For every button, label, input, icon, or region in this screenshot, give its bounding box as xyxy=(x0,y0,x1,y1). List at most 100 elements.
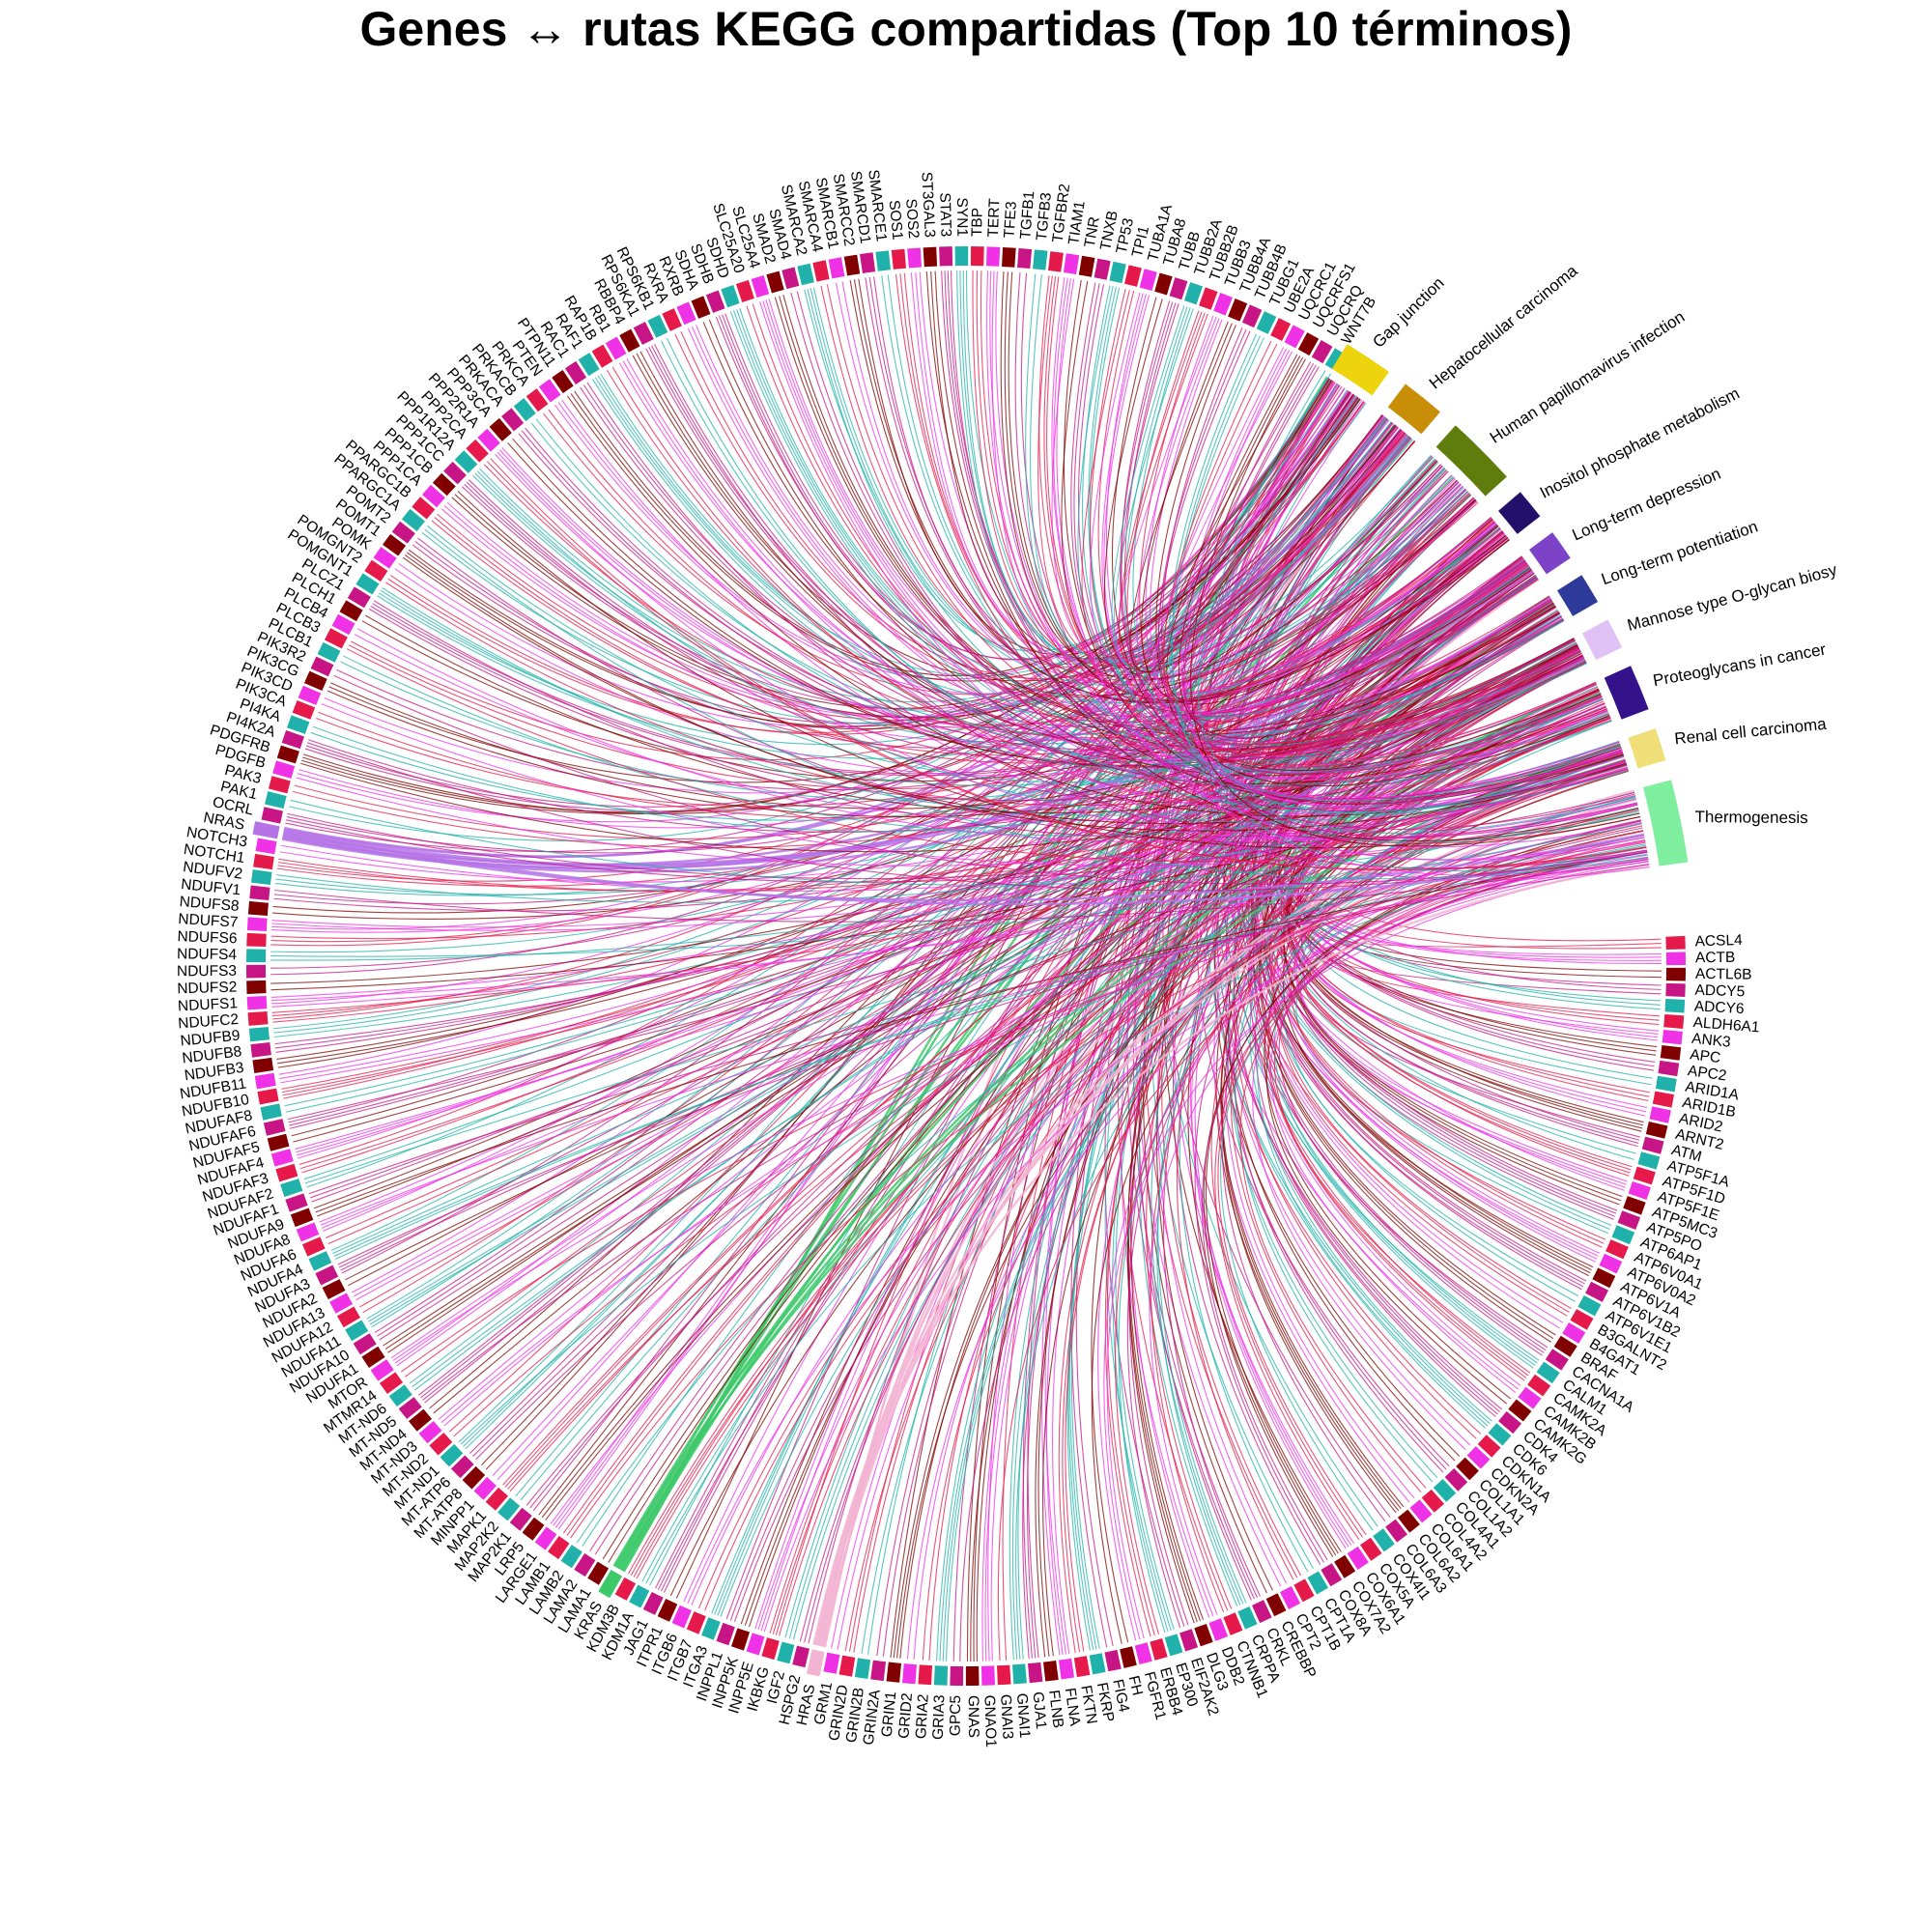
gene-sector xyxy=(1518,1386,1542,1409)
chord-link xyxy=(274,615,1563,1049)
chord-link xyxy=(790,293,1624,805)
chord-link xyxy=(817,864,1650,1646)
gene-sector xyxy=(265,791,287,809)
gene-sector xyxy=(662,308,682,331)
gene-sector xyxy=(552,369,574,394)
chord-link xyxy=(779,296,1560,735)
chord-link xyxy=(1149,319,1620,801)
gene-sector xyxy=(252,821,280,839)
pathway-sector xyxy=(1643,780,1689,867)
chord-link xyxy=(1118,313,1383,668)
pathway-label: Proteoglycans in cancer xyxy=(1652,639,1828,690)
gene-sector xyxy=(828,257,845,279)
chord-link xyxy=(518,433,1523,736)
pathway-sector xyxy=(1628,727,1666,769)
gene-sector xyxy=(466,439,489,463)
gene-sector xyxy=(1280,1586,1301,1609)
gene-sector xyxy=(1311,340,1333,364)
chord-link xyxy=(1290,643,1658,1048)
gene-sector xyxy=(440,1443,464,1467)
chord-link xyxy=(308,638,1575,833)
chord-link xyxy=(287,760,1627,880)
gene-sector xyxy=(534,1526,557,1550)
chord-link xyxy=(1015,741,1620,1660)
gene-sector xyxy=(1553,1335,1577,1357)
chord-link xyxy=(941,270,1623,803)
gene-sector xyxy=(642,1591,664,1615)
gene-sector xyxy=(1012,1663,1027,1685)
chord-link xyxy=(320,858,1649,1226)
gene-sector xyxy=(443,461,467,485)
gene-label: TERT xyxy=(985,198,1004,238)
gene-sector xyxy=(1033,249,1048,270)
gene-sector xyxy=(401,508,425,531)
chord-link xyxy=(1235,698,1604,1483)
pathway-sector xyxy=(1581,619,1623,661)
chord-link xyxy=(930,270,1383,660)
chord-link xyxy=(944,270,1621,800)
chord-link xyxy=(490,458,1647,871)
chord-link xyxy=(641,697,1604,1582)
gene-sector xyxy=(347,586,371,609)
chord-link xyxy=(281,605,1556,1090)
gene-sector xyxy=(1385,1519,1407,1543)
chord-link xyxy=(934,270,1640,841)
gene-sector xyxy=(322,1279,346,1300)
chord-link xyxy=(1103,295,1527,715)
chord-link xyxy=(312,657,1585,833)
gene-sector xyxy=(1284,325,1305,349)
gene-sector xyxy=(329,1293,354,1314)
gene-sector xyxy=(875,250,892,271)
gene-sector xyxy=(605,336,627,360)
gene-label: ADCY5 xyxy=(1694,982,1745,1001)
gene-sector xyxy=(296,1222,320,1242)
chord-link xyxy=(768,298,1532,718)
chord-link xyxy=(424,528,1649,880)
gene-sector xyxy=(317,641,341,663)
pathway-sector xyxy=(1557,575,1599,616)
chord-link xyxy=(759,301,1650,881)
gene-sector xyxy=(657,1599,678,1622)
gene-sector xyxy=(485,1487,508,1511)
pathway-sector-track xyxy=(1331,344,1689,867)
gene-label: NDUFC2 xyxy=(178,1011,240,1033)
gene-label: SOS2 xyxy=(902,198,922,239)
gene-label: APC2 xyxy=(1687,1063,1728,1085)
chord-link xyxy=(1180,348,1623,808)
chord-link xyxy=(951,270,1498,696)
gene-label: APC xyxy=(1689,1046,1721,1066)
gene-sector xyxy=(1433,1479,1457,1502)
gene-sector xyxy=(298,685,322,705)
gene-sector xyxy=(509,1507,532,1531)
gene-sector xyxy=(1241,304,1263,328)
chord-link xyxy=(1182,361,1552,739)
chord-link xyxy=(1146,358,1355,672)
gene-sector xyxy=(247,900,269,916)
chord-link xyxy=(270,822,1642,957)
gene-sector xyxy=(1028,1662,1043,1684)
chord-link xyxy=(970,568,1532,1662)
gene-sector xyxy=(373,547,397,569)
chord-link xyxy=(1091,749,1623,1644)
chord-link xyxy=(308,863,1650,1195)
chord-link xyxy=(379,577,1538,1341)
chord-link xyxy=(333,846,1647,1258)
chord-link xyxy=(1105,293,1649,876)
pathway-label: Long-term potentiation xyxy=(1599,517,1760,588)
gene-sector xyxy=(1042,1660,1059,1682)
pathway-sector xyxy=(1331,344,1389,396)
gene-sector xyxy=(254,1072,276,1090)
gene-sector xyxy=(287,715,310,734)
chord-link xyxy=(1153,373,1357,676)
gene-sector xyxy=(1527,1374,1551,1397)
chord-link xyxy=(586,382,1637,839)
gene-sector xyxy=(1611,1225,1635,1245)
gene-sector xyxy=(248,1026,270,1042)
gene-sector xyxy=(538,379,561,403)
chord-link xyxy=(654,343,1609,787)
chord-link xyxy=(280,766,1628,892)
gene-sector xyxy=(860,252,876,273)
gene-sector xyxy=(1228,298,1248,322)
chord-link xyxy=(633,702,1605,1577)
gene-sector xyxy=(501,408,525,432)
